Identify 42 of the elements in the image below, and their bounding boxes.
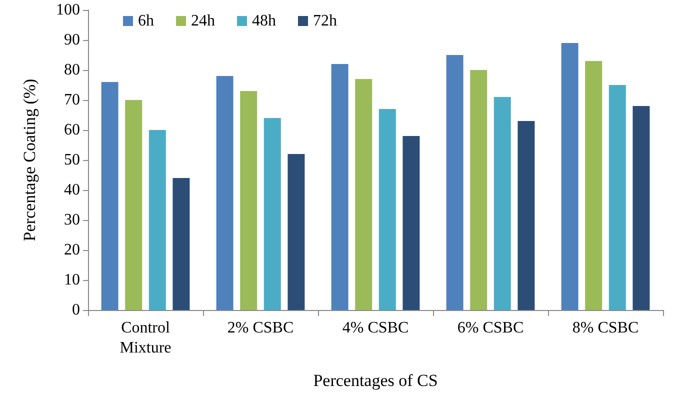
- bar: [216, 76, 234, 310]
- x-tick-label: 2% CSBC: [227, 320, 294, 336]
- bar: [240, 91, 258, 310]
- x-tick-label: 4% CSBC: [342, 320, 409, 336]
- y-tick-label: 20: [64, 242, 80, 258]
- y-tick-label: 30: [64, 212, 80, 228]
- y-tick-label: 90: [64, 32, 80, 48]
- bar: [518, 121, 535, 310]
- bar: [331, 64, 348, 310]
- y-tick-label: 50: [64, 152, 80, 168]
- y-tick-label: 100: [56, 2, 80, 18]
- bar: [402, 136, 420, 310]
- y-tick-label: 60: [64, 122, 80, 138]
- bar: [561, 43, 578, 310]
- y-tick-label: 70: [64, 92, 80, 108]
- bar: [125, 100, 142, 310]
- x-tick-label: Control Mixture: [120, 320, 172, 356]
- legend-label: 6h: [138, 12, 154, 30]
- x-axis-title: Percentages of CS: [313, 371, 438, 390]
- bar: [446, 55, 464, 310]
- y-tick-label: 40: [64, 182, 80, 198]
- bar: [264, 118, 281, 310]
- y-tick-label: 80: [64, 62, 80, 78]
- x-tick-label: 8% CSBC: [572, 320, 639, 336]
- legend-label: 72h: [313, 12, 337, 30]
- bar: [148, 130, 166, 310]
- y-axis-title: Percentage Coating (%): [20, 78, 39, 242]
- legend-label: 24h: [191, 12, 215, 30]
- bar: [378, 109, 396, 310]
- bar: [101, 82, 118, 310]
- bar: [494, 97, 511, 310]
- bar: [632, 106, 650, 310]
- bar: [172, 178, 190, 310]
- bar: [470, 70, 488, 310]
- bar: [608, 85, 626, 310]
- x-tick-label: 6% CSBC: [457, 320, 524, 336]
- legend-label: 48h: [252, 12, 276, 30]
- bar: [585, 61, 602, 310]
- y-tick-label: 10: [64, 272, 80, 288]
- y-tick-label: 0: [72, 302, 80, 318]
- bar: [355, 79, 372, 310]
- bar: [288, 154, 305, 310]
